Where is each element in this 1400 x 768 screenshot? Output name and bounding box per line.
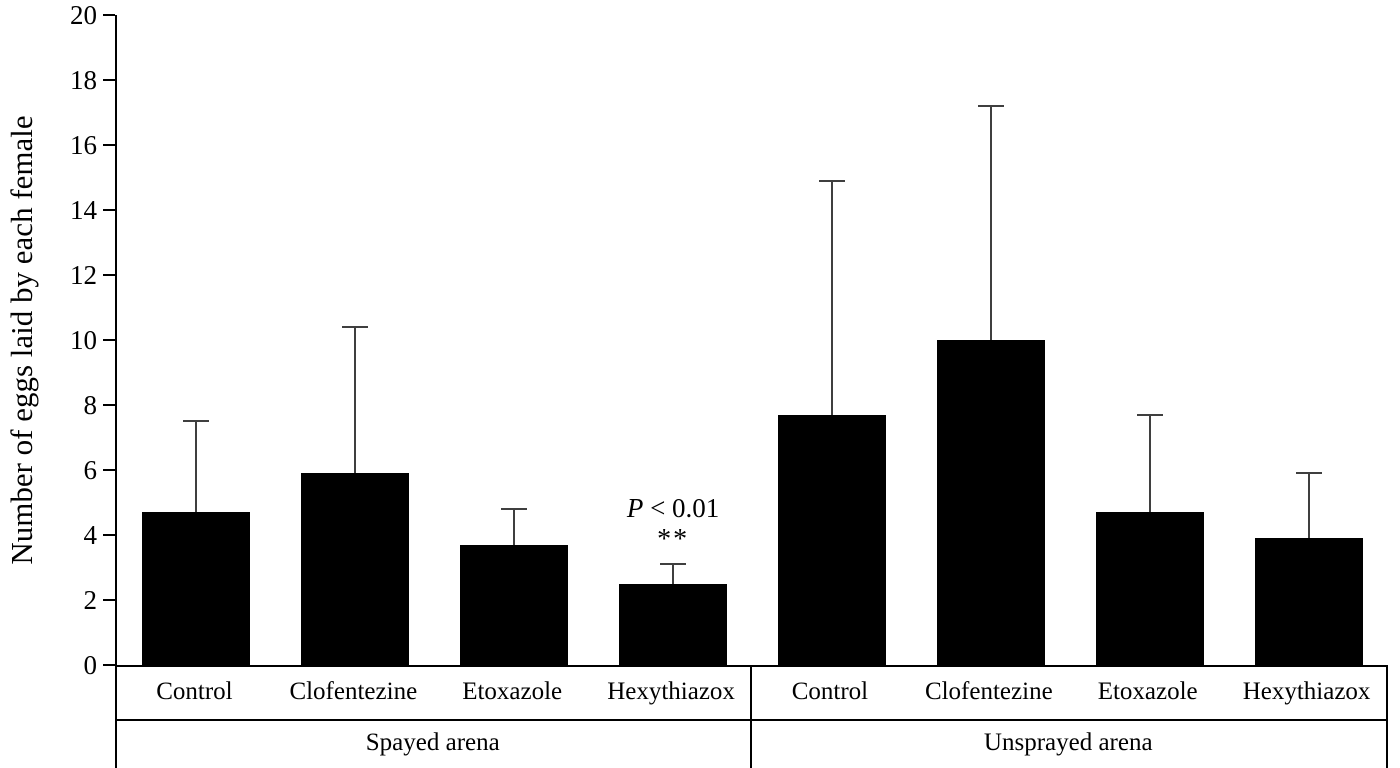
y-axis-tick: [103, 274, 115, 276]
y-axis-tick-label: 20: [70, 0, 97, 30]
error-bar-clofentezine: [989, 106, 992, 340]
y-axis-tick: [103, 339, 115, 341]
bar-etoxazole: [1095, 512, 1204, 665]
category-label-clofentezine: Clofentezine: [924, 678, 1053, 705]
category-label-hexythiazox: Hexythiazox: [607, 678, 735, 705]
bar-clofentezine: [301, 473, 410, 665]
y-axis-title: Number of eggs laid by each female: [4, 115, 39, 565]
y-axis-tick: [103, 79, 115, 81]
p-value-text: P < 0.01: [594, 493, 753, 524]
category-label-clofentezine: Clofentezine: [289, 678, 418, 705]
error-bar-control: [830, 180, 833, 415]
category-label-hexythiazox: Hexythiazox: [1242, 678, 1371, 705]
axis-separator-right: [1386, 665, 1388, 768]
error-bar-hexythiazox: [1307, 473, 1310, 539]
axis-separator-left: [115, 665, 117, 768]
bar-hexythiazox: [619, 583, 728, 665]
p-symbol: P: [626, 493, 644, 524]
y-axis-tick-label: 0: [83, 650, 98, 680]
y-axis-tick: [103, 534, 115, 536]
y-axis-tick-label: 18: [70, 65, 97, 95]
error-cap-control: [183, 420, 210, 423]
error-cap-etoxazole: [1136, 413, 1163, 416]
category-label-etoxazole: Etoxazole: [462, 678, 563, 705]
y-axis-tick-label: 10: [70, 325, 97, 355]
group-label-unsprayed-arena: Unsprayed arena: [983, 729, 1153, 756]
category-label-control: Control: [156, 678, 233, 705]
y-axis-tick-label: 2: [83, 585, 98, 615]
p-threshold: < 0.01: [643, 493, 720, 524]
group-axis-row: Spayed arena Unsprayed arena: [115, 721, 1386, 768]
error-cap-etoxazole: [501, 508, 528, 510]
y-axis-tick-label: 16: [70, 130, 97, 160]
y-axis-tick: [103, 209, 115, 211]
y-axis-tick: [103, 14, 115, 16]
y-axis-tick-label: 14: [70, 195, 97, 225]
error-bar-etoxazole: [1148, 414, 1151, 513]
bar-clofentezine: [936, 340, 1045, 665]
significance-annotation: P < 0.01 **: [594, 493, 753, 555]
y-axis-tick-label: 8: [83, 390, 98, 420]
error-cap-hexythiazox: [660, 563, 687, 566]
axis-separator-middle: [750, 665, 752, 768]
plot-area: 0 2 4 6 8 10 12 14 16 18 20 P < 0.01 **: [70, 0, 1388, 680]
bar-hexythiazox: [1254, 538, 1363, 665]
y-axis-tick: [103, 664, 115, 666]
error-bar-clofentezine: [354, 327, 357, 474]
category-label-control: Control: [791, 678, 869, 705]
group-label-spayed-arena: Spayed arena: [365, 729, 500, 756]
y-axis-tick: [103, 599, 115, 601]
y-axis-tick-label: 6: [83, 455, 98, 485]
category-axis-row: Control Clofentezine Etoxazole Hexythiazox C…: [115, 667, 1386, 719]
bar-control: [142, 512, 251, 665]
error-bar-etoxazole: [513, 509, 516, 545]
axis-divider-line: [115, 719, 1388, 721]
error-cap-hexythiazox: [1295, 472, 1322, 475]
y-axis-tick: [103, 469, 115, 471]
y-axis-tick-label: 4: [83, 520, 98, 550]
y-axis-tick-label: 12: [70, 260, 97, 290]
error-cap-clofentezine: [342, 326, 369, 328]
y-axis-tick: [103, 404, 115, 406]
error-bar-control: [195, 421, 198, 513]
error-cap-control: [818, 179, 845, 182]
y-axis-tick: [103, 144, 115, 146]
bar-etoxazole: [460, 544, 569, 665]
error-bar-hexythiazox: [672, 564, 675, 584]
significance-stars: **: [657, 524, 690, 556]
category-label-etoxazole: Etoxazole: [1097, 678, 1198, 705]
error-cap-clofentezine: [977, 105, 1004, 107]
bar-control: [777, 414, 886, 665]
